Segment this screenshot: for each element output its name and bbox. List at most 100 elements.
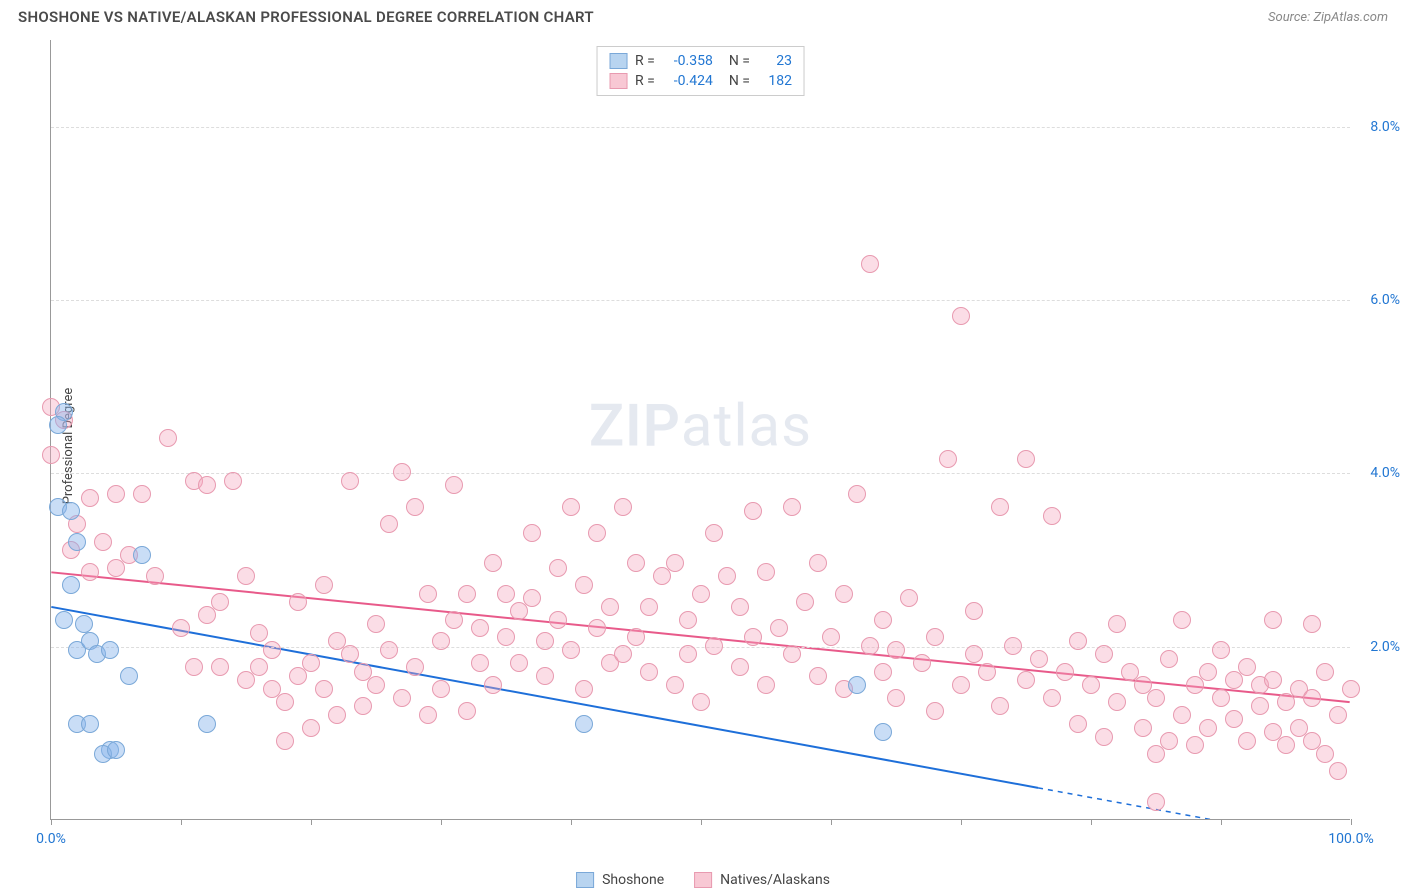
stats-row: R = -0.358 N = 23 <box>609 51 792 71</box>
data-point <box>172 619 190 637</box>
data-point <box>1316 745 1334 763</box>
data-point <box>991 498 1009 516</box>
y-tick-label: 2.0% <box>1370 639 1400 655</box>
data-point <box>1329 706 1347 724</box>
data-point <box>276 693 294 711</box>
data-point <box>1134 719 1152 737</box>
data-point <box>497 628 515 646</box>
data-point <box>406 658 424 676</box>
data-point <box>783 498 801 516</box>
trend-line-dashed <box>1038 788 1350 819</box>
data-point <box>224 472 242 490</box>
data-point <box>1108 693 1126 711</box>
y-tick-label: 8.0% <box>1370 119 1400 135</box>
data-point <box>484 676 502 694</box>
data-point <box>471 654 489 672</box>
data-point <box>1303 615 1321 633</box>
data-point <box>536 667 554 685</box>
data-point <box>419 585 437 603</box>
data-point <box>666 554 684 572</box>
legend-label: Natives/Alaskans <box>720 872 830 888</box>
data-point <box>757 563 775 581</box>
data-point <box>276 732 294 750</box>
data-point <box>302 719 320 737</box>
data-point <box>731 658 749 676</box>
data-point <box>705 524 723 542</box>
data-point <box>458 702 476 720</box>
data-point <box>614 498 632 516</box>
chart-legend: Shoshone Natives/Alaskans <box>576 872 830 888</box>
legend-item: Natives/Alaskans <box>694 872 830 888</box>
data-point <box>1173 706 1191 724</box>
data-point <box>393 689 411 707</box>
data-point <box>952 676 970 694</box>
n-label: N = <box>729 53 750 69</box>
x-tick <box>701 819 702 825</box>
data-point <box>549 611 567 629</box>
data-point <box>198 715 216 733</box>
data-point <box>1095 645 1113 663</box>
x-tick <box>181 819 182 825</box>
data-point <box>536 632 554 650</box>
data-point <box>146 567 164 585</box>
data-point <box>1225 710 1243 728</box>
data-point <box>627 554 645 572</box>
data-point <box>978 663 996 681</box>
x-tick <box>441 819 442 825</box>
gridline <box>51 127 1350 128</box>
r-label: R = <box>635 73 655 89</box>
data-point <box>1264 671 1282 689</box>
data-point <box>1147 793 1165 811</box>
data-point <box>640 598 658 616</box>
gridline <box>51 473 1350 474</box>
data-point <box>354 697 372 715</box>
y-tick-label: 6.0% <box>1370 292 1400 308</box>
data-point <box>445 476 463 494</box>
data-point <box>302 654 320 672</box>
data-point <box>1069 632 1087 650</box>
data-point <box>874 611 892 629</box>
data-point <box>952 307 970 325</box>
data-point <box>1329 762 1347 780</box>
data-point <box>1056 663 1074 681</box>
data-point <box>393 463 411 481</box>
data-point <box>549 559 567 577</box>
data-point <box>809 554 827 572</box>
data-point <box>1095 728 1113 746</box>
data-point <box>471 619 489 637</box>
data-point <box>1173 611 1191 629</box>
data-point <box>1147 689 1165 707</box>
data-point <box>211 593 229 611</box>
data-point <box>640 663 658 681</box>
data-point <box>1017 671 1035 689</box>
data-point <box>575 680 593 698</box>
data-point <box>367 676 385 694</box>
x-tick <box>831 819 832 825</box>
data-point <box>679 645 697 663</box>
x-tick <box>311 819 312 825</box>
data-point <box>1082 676 1100 694</box>
data-point <box>289 593 307 611</box>
data-point <box>718 567 736 585</box>
data-point <box>237 567 255 585</box>
data-point <box>1004 637 1022 655</box>
data-point <box>1238 658 1256 676</box>
data-point <box>62 576 80 594</box>
x-tick-label: 0.0% <box>36 831 66 847</box>
legend-label: Shoshone <box>602 872 664 888</box>
x-tick <box>961 819 962 825</box>
data-point <box>1017 450 1035 468</box>
data-point <box>315 576 333 594</box>
data-point <box>770 619 788 637</box>
chart-title: SHOSHONE VS NATIVE/ALASKAN PROFESSIONAL … <box>18 8 594 26</box>
n-value: 23 <box>758 53 792 69</box>
data-point <box>250 624 268 642</box>
data-point <box>939 450 957 468</box>
data-point <box>120 667 138 685</box>
r-label: R = <box>635 53 655 69</box>
data-point <box>380 641 398 659</box>
data-point <box>1199 663 1217 681</box>
data-point <box>263 641 281 659</box>
data-point <box>1277 736 1295 754</box>
data-point <box>185 658 203 676</box>
